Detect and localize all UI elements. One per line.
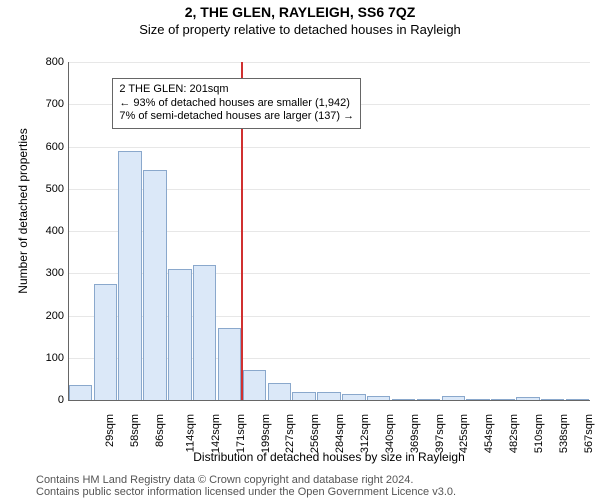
attribution-line-2: Contains public sector information licen… (36, 486, 456, 498)
histogram-bar (69, 385, 92, 400)
histogram-bar (392, 399, 415, 400)
histogram-bar (442, 396, 465, 400)
histogram-bar (317, 392, 340, 400)
histogram-bar (118, 151, 141, 400)
x-tick-label: 114sqm (184, 414, 196, 452)
gridline (68, 147, 590, 148)
histogram-bar (516, 397, 539, 400)
histogram-bar (491, 399, 514, 400)
attribution-text: Contains HM Land Registry data © Crown c… (36, 474, 456, 498)
y-tick-label: 200 (34, 310, 64, 322)
x-tick-label: 199sqm (260, 414, 272, 453)
histogram-bar (292, 392, 315, 400)
x-tick-label: 482sqm (508, 414, 520, 453)
y-tick-label: 400 (34, 225, 64, 237)
x-tick-label: 312sqm (359, 414, 371, 453)
y-tick-label: 600 (34, 141, 64, 153)
histogram-bar (94, 284, 117, 400)
histogram-bar (143, 170, 166, 400)
y-tick-label: 700 (34, 98, 64, 110)
y-tick-label: 0 (34, 394, 64, 406)
x-tick-label: 340sqm (384, 414, 396, 453)
x-tick-label: 538sqm (558, 414, 570, 453)
x-tick-label: 256sqm (309, 414, 321, 453)
x-tick-label: 425sqm (459, 414, 471, 453)
y-tick-label: 100 (34, 352, 64, 364)
histogram-bar (168, 269, 191, 400)
x-tick-label: 397sqm (434, 414, 446, 453)
y-tick-label: 800 (34, 56, 64, 68)
x-tick-label: 86sqm (154, 414, 166, 447)
histogram-bar (367, 396, 390, 400)
chart-title-sub: Size of property relative to detached ho… (0, 22, 600, 37)
annotation-title: 2 THE GLEN: 201sqm (119, 83, 354, 97)
x-tick-label: 227sqm (285, 414, 297, 453)
x-tick-label: 567sqm (583, 414, 595, 453)
y-axis-line (68, 62, 69, 400)
histogram-bar (193, 265, 216, 400)
x-tick-label: 510sqm (533, 414, 545, 453)
gridline (68, 62, 590, 63)
histogram-bar (342, 394, 365, 400)
x-tick-label: 58sqm (129, 414, 141, 447)
chart-title-main: 2, THE GLEN, RAYLEIGH, SS6 7QZ (0, 4, 600, 20)
histogram-bar (243, 370, 266, 400)
x-tick-label: 454sqm (483, 414, 495, 453)
x-axis-line (68, 400, 590, 401)
histogram-bar (268, 383, 291, 400)
x-tick-label: 142sqm (210, 414, 222, 453)
annotation-line-smaller: ← 93% of detached houses are smaller (1,… (119, 97, 354, 111)
chart-container: 2, THE GLEN, RAYLEIGH, SS6 7QZ Size of p… (0, 0, 600, 500)
y-tick-label: 500 (34, 183, 64, 195)
annotation-line-larger: 7% of semi-detached houses are larger (1… (119, 110, 354, 124)
y-tick-label: 300 (34, 267, 64, 279)
plot-area: 2 THE GLEN: 201sqm← 93% of detached hous… (68, 62, 590, 400)
histogram-bar (566, 399, 589, 400)
histogram-bar (541, 399, 564, 400)
histogram-bar (218, 328, 241, 400)
x-tick-label: 369sqm (409, 414, 421, 453)
attribution-line-1: Contains HM Land Registry data © Crown c… (36, 474, 456, 486)
y-axis-label: Number of detached properties (16, 42, 30, 380)
x-tick-label: 171sqm (235, 414, 247, 453)
histogram-bar (417, 399, 440, 400)
histogram-bar (466, 399, 489, 400)
x-tick-label: 29sqm (104, 414, 116, 447)
x-tick-label: 284sqm (334, 414, 346, 453)
annotation-box: 2 THE GLEN: 201sqm← 93% of detached hous… (112, 78, 361, 129)
